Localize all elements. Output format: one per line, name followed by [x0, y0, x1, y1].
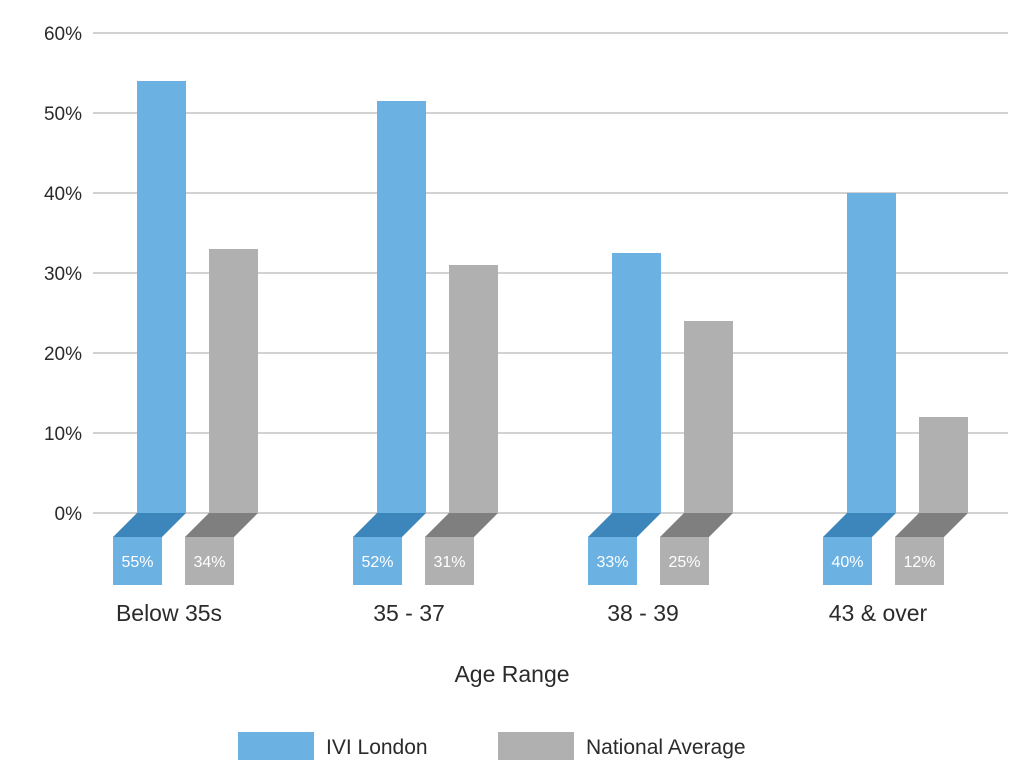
bar-base-face	[113, 513, 186, 537]
value-label-box	[425, 537, 474, 585]
value-label-box	[588, 537, 637, 585]
bar-national-average	[919, 417, 968, 513]
bars: 55% 34% 52% 31% 33% 25% 40% 12%	[113, 81, 968, 585]
bar-base-face	[823, 513, 896, 537]
y-tick-label: 40%	[44, 184, 82, 205]
bar-group-national-average: 25%	[660, 321, 733, 585]
value-label-box	[353, 537, 402, 585]
x-category-label: 43 & over	[829, 600, 928, 626]
x-axis-title: Age Range	[454, 661, 569, 687]
data-label: 25%	[668, 554, 700, 571]
legend-swatch-national-average	[498, 732, 574, 760]
bar-group-ivi-london: 33%	[588, 253, 661, 585]
bar-group-ivi-london: 55%	[113, 81, 186, 585]
data-label: 40%	[831, 554, 863, 571]
data-label: 34%	[193, 554, 225, 571]
bar-group-national-average: 12%	[895, 417, 968, 585]
value-label-box	[660, 537, 709, 585]
legend-item-ivi-london: IVI London	[238, 732, 428, 760]
bar-ivi-london	[137, 81, 186, 513]
legend-label-national-average: National Average	[586, 736, 746, 759]
bar-ivi-london	[377, 101, 426, 513]
x-axis-categories: Below 35s 35 - 37 38 - 39 43 & over	[116, 600, 928, 626]
data-label: 33%	[596, 554, 628, 571]
bar-national-average	[449, 265, 498, 513]
legend-item-national-average: National Average	[498, 732, 746, 760]
value-label-box	[113, 537, 162, 585]
legend: IVI London National Average	[238, 732, 746, 760]
bar-base-face	[895, 513, 968, 537]
x-category-label: 35 - 37	[373, 600, 445, 626]
x-category-label: 38 - 39	[607, 600, 679, 626]
value-label-box	[895, 537, 944, 585]
bar-base-face	[185, 513, 258, 537]
data-label: 55%	[121, 554, 153, 571]
y-tick-label: 50%	[44, 104, 82, 125]
bar-group-national-average: 31%	[425, 265, 498, 585]
data-label: 12%	[903, 554, 935, 571]
y-axis-ticks: 0% 10% 20% 30% 40% 50% 60%	[44, 24, 82, 525]
value-label-box	[185, 537, 234, 585]
bar-base-face	[660, 513, 733, 537]
y-tick-label: 10%	[44, 424, 82, 445]
y-tick-label: 20%	[44, 344, 82, 365]
legend-swatch-ivi-london	[238, 732, 314, 760]
y-tick-label: 60%	[44, 24, 82, 45]
y-tick-label: 0%	[55, 504, 83, 525]
bar-base-face	[425, 513, 498, 537]
bar-base-face	[588, 513, 661, 537]
bar-base-face	[353, 513, 426, 537]
bar-group-ivi-london: 52%	[353, 101, 426, 585]
data-label: 52%	[361, 554, 393, 571]
bar-group-ivi-london: 40%	[823, 193, 896, 585]
y-tick-label: 30%	[44, 264, 82, 285]
data-label: 31%	[433, 554, 465, 571]
bar-national-average	[684, 321, 733, 513]
bar-national-average	[209, 249, 258, 513]
bar-group-national-average: 34%	[185, 249, 258, 585]
bar-ivi-london	[847, 193, 896, 513]
value-label-box	[823, 537, 872, 585]
x-category-label: Below 35s	[116, 600, 222, 626]
legend-label-ivi-london: IVI London	[326, 736, 428, 759]
bar-ivi-london	[612, 253, 661, 513]
